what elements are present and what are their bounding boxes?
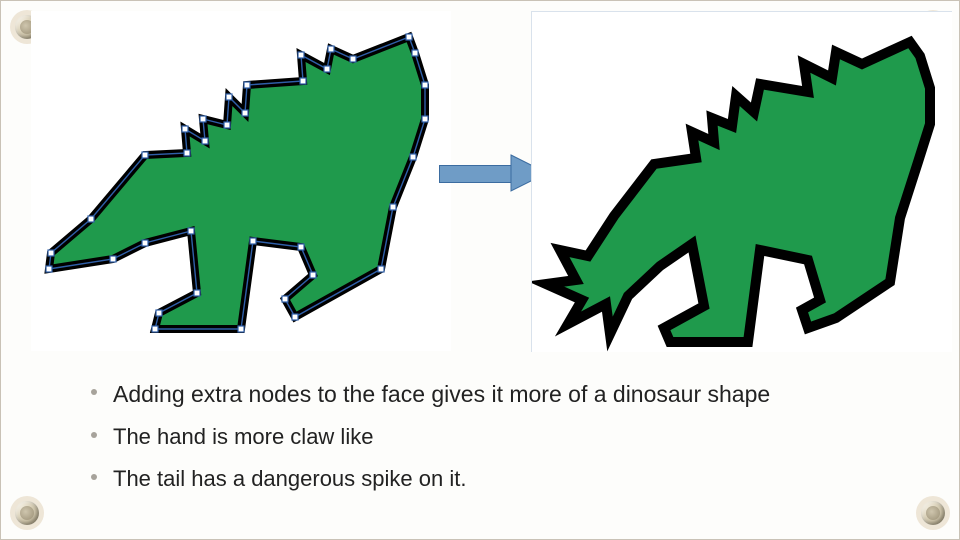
edit-node-icon [88, 216, 94, 222]
dino-before-figure [31, 11, 451, 351]
edit-node-icon [390, 204, 396, 210]
edit-node-icon [406, 34, 412, 40]
edit-node-icon [156, 310, 162, 316]
edit-node-icon [152, 326, 158, 332]
edit-node-icon [300, 78, 306, 84]
edit-node-icon [350, 56, 356, 62]
bullet-dot-icon [91, 432, 97, 438]
edit-node-icon [46, 266, 52, 272]
edit-node-icon [412, 50, 418, 56]
list-item: The tail has a dangerous spike on it. [91, 464, 891, 494]
edit-node-icon [242, 110, 248, 116]
bullet-text: The tail has a dangerous spike on it. [113, 464, 466, 494]
edit-node-icon [238, 326, 244, 332]
edit-node-icon [328, 46, 334, 52]
edit-node-icon [422, 82, 428, 88]
dino-before-icon [31, 11, 451, 351]
list-item: The hand is more claw like [91, 422, 891, 452]
edit-node-icon [194, 290, 200, 296]
edit-node-icon [188, 228, 194, 234]
edit-node-icon [324, 66, 330, 72]
edit-node-icon [224, 122, 230, 128]
edit-node-icon [292, 314, 298, 320]
edit-node-icon [110, 256, 116, 262]
bullet-list: Adding extra nodes to the face gives it … [91, 379, 891, 505]
edit-node-icon [244, 82, 250, 88]
edit-node-icon [250, 238, 256, 244]
edit-node-icon [142, 152, 148, 158]
bullet-text: Adding extra nodes to the face gives it … [113, 379, 770, 410]
edit-node-icon [410, 154, 416, 160]
edit-node-icon [182, 126, 188, 132]
slide: Adding extra nodes to the face gives it … [0, 0, 960, 540]
edit-node-icon [226, 94, 232, 100]
edit-node-icon [200, 116, 206, 122]
dino-after-figure [531, 11, 952, 352]
bullet-dot-icon [91, 474, 97, 480]
bullet-dot-icon [91, 389, 97, 395]
edit-node-icon [184, 150, 190, 156]
edit-node-icon [298, 244, 304, 250]
dino-after-shape [546, 42, 930, 342]
corner-screw-icon [15, 501, 39, 525]
list-item: Adding extra nodes to the face gives it … [91, 379, 891, 410]
edit-node-icon [422, 116, 428, 122]
dino-after-icon [532, 12, 952, 352]
corner-screw-icon [921, 501, 945, 525]
edit-node-icon [310, 272, 316, 278]
edit-node-icon [202, 138, 208, 144]
edit-node-icon [378, 266, 384, 272]
dino-before-shape [49, 37, 425, 329]
edit-node-icon [298, 52, 304, 58]
edit-node-icon [48, 250, 54, 256]
edit-node-icon [142, 240, 148, 246]
edit-node-icon [282, 296, 288, 302]
bullet-text: The hand is more claw like [113, 422, 373, 452]
